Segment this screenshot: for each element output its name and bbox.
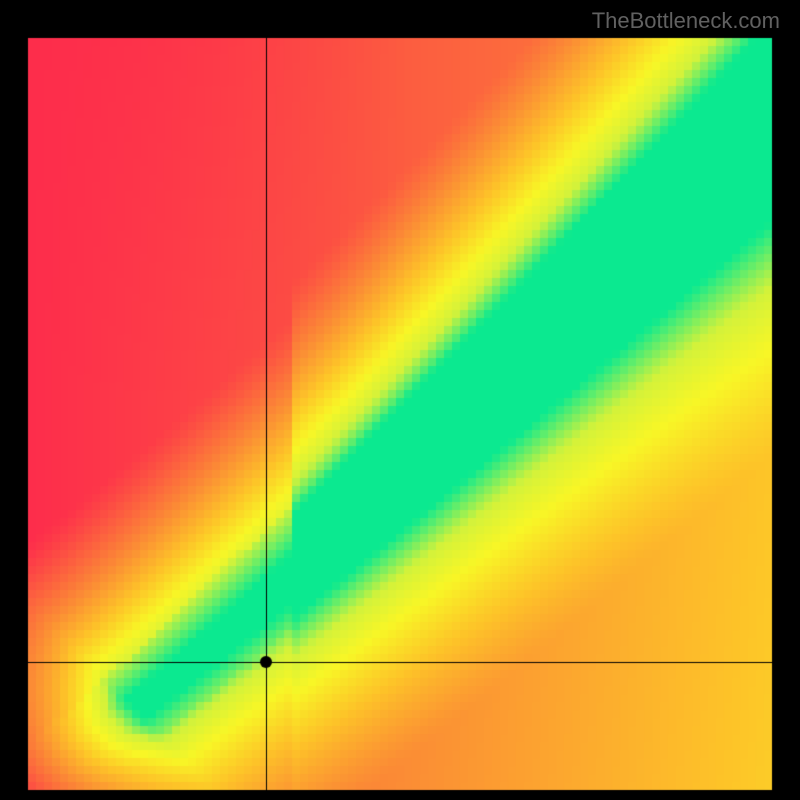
watermark: TheBottleneck.com <box>592 8 780 34</box>
bottleneck-heatmap <box>0 0 800 800</box>
